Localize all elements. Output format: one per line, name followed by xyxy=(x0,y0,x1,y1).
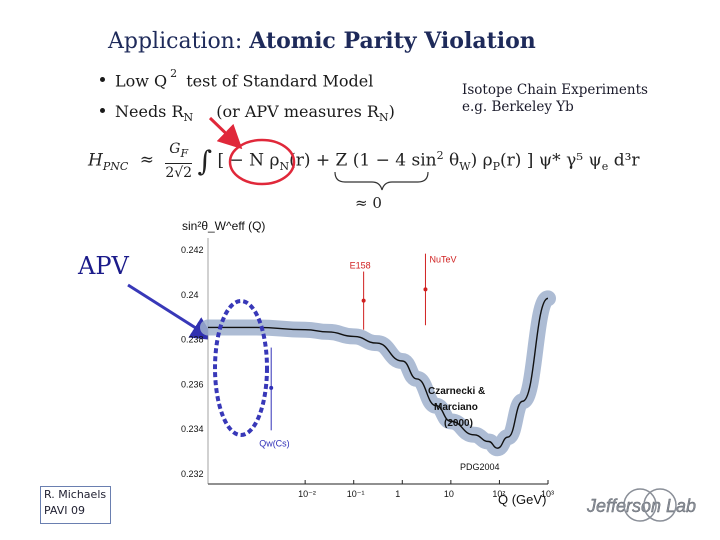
apv-dashed-circle xyxy=(213,299,269,437)
data-point xyxy=(269,385,274,390)
y-tick-label: 0.242 xyxy=(181,245,204,255)
x-tick-label: 10³ xyxy=(541,489,554,499)
isotope-note: Isotope Chain Experiments e.g. Berkeley … xyxy=(462,82,648,115)
data-point xyxy=(361,298,366,303)
svg-text:Jefferson Lab: Jefferson Lab xyxy=(586,496,696,516)
bullet-dot-icon xyxy=(100,77,105,83)
annotation-czarnecki-2: Marciano xyxy=(434,402,478,413)
annotation-czarnecki-1: Czarnecki & xyxy=(428,386,485,397)
x-axis-label: Q (GeV) xyxy=(498,492,546,507)
data-point-label: NuTeV xyxy=(429,255,456,265)
y-axis-label: sin²θ_W^eff (Q) xyxy=(182,219,265,233)
y-tick-label: 0.234 xyxy=(181,424,204,434)
author-box: R. Michaels PAVI 09 xyxy=(40,486,111,524)
y-tick-label: 0.236 xyxy=(181,379,204,389)
data-point-label: Qw(Cs) xyxy=(259,438,290,448)
title-prefix: Application: xyxy=(108,29,243,54)
jefferson-lab-logo: Jefferson Lab xyxy=(586,488,696,522)
x-tick-label: 1 xyxy=(395,489,400,499)
y-tick-label: 0.232 xyxy=(181,469,204,479)
annotation-czarnecki-3: (2000) xyxy=(444,418,473,429)
y-tick-label: 0.24 xyxy=(181,290,199,300)
running-sin2theta-chart: 0.242 0.24 0.238 0.236 0.234 0.232 10⁻² 10⁻¹ 1 10… xyxy=(181,219,556,507)
red-highlight-circle xyxy=(228,138,296,186)
blue-arrow-icon xyxy=(127,283,216,341)
x-tick-label: 10² xyxy=(492,489,505,499)
data-point xyxy=(423,287,428,292)
x-tick-label: 10⁻¹ xyxy=(347,489,365,499)
approx-zero-label: ≈ 0 xyxy=(355,194,382,212)
apv-label: APV xyxy=(78,252,129,280)
x-tick-label: 10 xyxy=(444,489,454,499)
title-main: Atomic Parity Violation xyxy=(249,28,536,54)
red-arrow-icon xyxy=(208,116,243,150)
y-tick-label: 0.238 xyxy=(181,335,204,345)
brace-icon xyxy=(334,171,429,191)
sm-prediction-curve xyxy=(207,297,549,449)
annotation-pdg2004: PDG2004 xyxy=(460,462,500,472)
slide-title: Application: Atomic Parity Violation xyxy=(108,28,536,54)
x-tick-label: 10⁻² xyxy=(298,489,316,499)
bullet-needs-rn: Needs RN (or APV measures RN) xyxy=(100,102,395,124)
data-point-label: E158 xyxy=(350,261,371,271)
bullet-dot-icon xyxy=(100,108,105,113)
fermi-prefactor: GF 2√2 xyxy=(165,141,193,181)
